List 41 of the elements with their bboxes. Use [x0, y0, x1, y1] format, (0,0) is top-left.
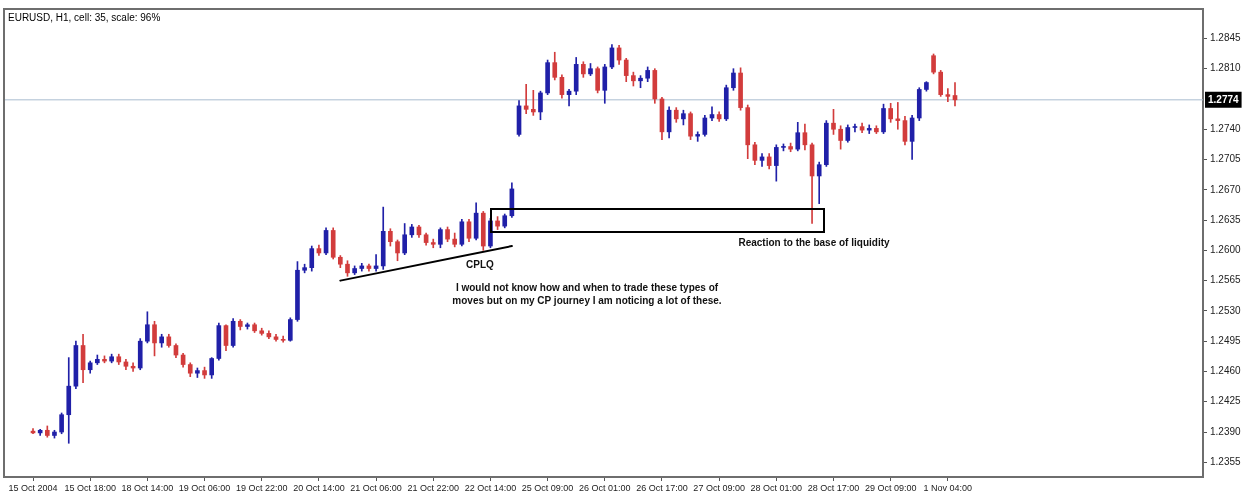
- x-tick-label: 22 Oct 14:00: [464, 482, 517, 493]
- y-tick-label: 1.2565: [1210, 274, 1242, 286]
- x-tick-label: 20 Oct 14:00: [293, 482, 345, 493]
- chart-title: EURUSD, H1, cell: 35, scale: 96%: [8, 11, 161, 23]
- y-tick-label: 1.2740: [1210, 122, 1242, 134]
- x-tick-label: 26 Oct 17:00: [636, 482, 688, 493]
- y-tick-label: 1.2425: [1210, 395, 1242, 407]
- x-tick-label: 27 Oct 09:00: [693, 482, 745, 493]
- y-tick-label: 1.2670: [1210, 183, 1242, 195]
- x-tick-label: 15 Oct 2004: [8, 482, 58, 493]
- x-tick-label: 21 Oct 06:00: [350, 482, 402, 493]
- x-tick-label: 29 Oct 09:00: [864, 482, 917, 493]
- x-tick-label: 28 Oct 01:00: [750, 482, 803, 493]
- x-tick-label: 19 Oct 06:00: [178, 482, 231, 493]
- candlestick: [945, 88, 951, 102]
- x-tick-label: 21 Oct 22:00: [407, 482, 460, 493]
- candlestick: [695, 131, 701, 142]
- y-tick-label: 1.2355: [1210, 456, 1242, 468]
- ref-line-label: 1.2774: [1208, 93, 1240, 105]
- x-tick-label: 26 Oct 01:00: [579, 482, 631, 493]
- y-tick-label: 1.2460: [1210, 365, 1242, 377]
- y-tick-label: 1.2705: [1210, 153, 1242, 165]
- y-tick-label: 1.2390: [1210, 425, 1242, 437]
- candlestick: [895, 102, 901, 130]
- y-tick-label: 1.2495: [1210, 334, 1242, 346]
- y-tick-label: 1.2810: [1210, 62, 1242, 74]
- annotation: Reaction to the base of liquidity: [738, 237, 890, 248]
- annotation: I would not know how and when to trade these types of moves but on my CP journey I am noticing a lot of these.: [452, 282, 722, 306]
- y-tick-label: 1.2845: [1210, 32, 1242, 44]
- candlestick: [866, 124, 872, 134]
- annotation: CPLQ: [466, 259, 495, 270]
- y-tick-label: 1.2530: [1210, 304, 1242, 316]
- y-tick-label: 1.2635: [1210, 213, 1242, 225]
- x-tick-label: 18 Oct 14:00: [121, 482, 174, 493]
- x-tick-label: 15 Oct 18:00: [64, 482, 116, 493]
- x-tick-label: 28 Oct 17:00: [807, 482, 860, 493]
- y-tick-label: 1.2600: [1210, 244, 1242, 256]
- candlestick: [530, 89, 536, 116]
- x-tick-label: 1 Nov 04:00: [923, 482, 973, 493]
- x-tick-label: 19 Oct 22:00: [235, 482, 288, 493]
- x-tick-label: 25 Oct 09:00: [521, 482, 574, 493]
